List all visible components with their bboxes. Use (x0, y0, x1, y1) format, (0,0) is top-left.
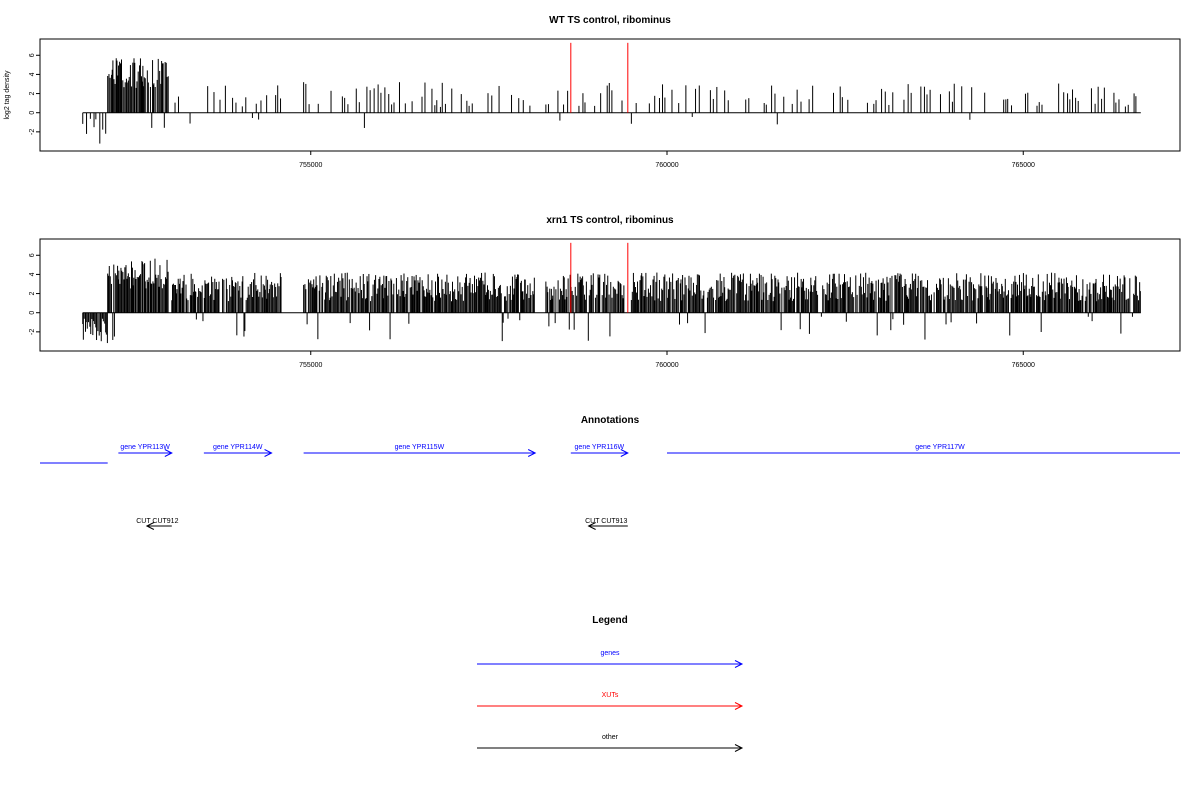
legend-label: genes (600, 650, 620, 657)
gene-label: gene YPR117W (915, 444, 965, 451)
arrowhead (527, 449, 537, 457)
xrn1-track-title: xrn1 TS control, ribominus (546, 215, 674, 226)
y-tick-label: 0 (29, 111, 36, 115)
x-tick-label: 760000 (655, 162, 678, 169)
arrowhead (734, 660, 744, 668)
arrowhead (145, 522, 155, 530)
legend-title: Legend (592, 615, 628, 626)
arrowhead (264, 449, 273, 457)
x-tick-label: 765000 (1012, 362, 1035, 369)
y-tick-label: 2 (29, 92, 36, 96)
wt-axes: -2 0 2 4 6 755000 760000 765000 (29, 53, 1035, 169)
gene-label: gene YPR113W (120, 444, 170, 451)
arrowhead (734, 744, 744, 752)
legend-label: XUTs (602, 692, 619, 699)
xrn1-track-panel: xrn1 TS control, ribominus -2 0 2 4 6 755000 7… (29, 215, 1181, 369)
y-tick-label: -2 (29, 129, 36, 135)
xrn1-axes: -2 0 2 4 6 755000 760000 765000 (29, 253, 1035, 369)
wt-track-title: WT TS control, ribominus (549, 15, 671, 26)
wt-track-panel: WT TS control, ribominus log2 tag densit… (4, 15, 1181, 169)
x-tick-label: 760000 (655, 362, 678, 369)
legend-label: other (602, 734, 619, 741)
x-tick-label: 755000 (299, 162, 322, 169)
y-tick-label: -2 (29, 329, 36, 335)
gene-label: gene YPR116W (575, 444, 625, 451)
arrowhead (620, 449, 629, 457)
arrowhead (587, 522, 596, 530)
arrowhead (164, 449, 173, 457)
cut-label: CUT CUT912 (136, 518, 178, 525)
xrn1-bars (82, 242, 1141, 344)
y-tick-label: 4 (29, 72, 36, 76)
annotation-features: gene YPR113W gene YPR114W gene YPR115W gene… (40, 444, 1180, 530)
y-tick-label: 6 (29, 253, 36, 257)
gene-label: gene YPR114W (213, 444, 263, 451)
arrowhead (734, 702, 744, 710)
y-tick-label: 4 (29, 272, 36, 276)
y-tick-label: 2 (29, 292, 36, 296)
xrn1-plot-frame (39, 238, 1181, 352)
wt-ylabel: log2 tag density (4, 70, 11, 120)
x-tick-label: 765000 (1012, 162, 1035, 169)
gene-label: gene YPR115W (395, 444, 445, 451)
y-tick-label: 0 (29, 311, 36, 315)
annotations-title: Annotations (581, 415, 640, 426)
wt-plot-frame (39, 38, 1181, 152)
y-tick-label: 6 (29, 53, 36, 57)
legend-items: genes XUTs other (477, 650, 744, 752)
x-tick-label: 755000 (299, 362, 322, 369)
cut-label: CUT CUT913 (585, 518, 627, 525)
wt-bars (82, 42, 1141, 144)
annotations-panel: Annotations gene YPR113W gene YPR114W gene… (40, 415, 1180, 530)
legend-panel: Legend genes XUTs other (477, 615, 744, 752)
